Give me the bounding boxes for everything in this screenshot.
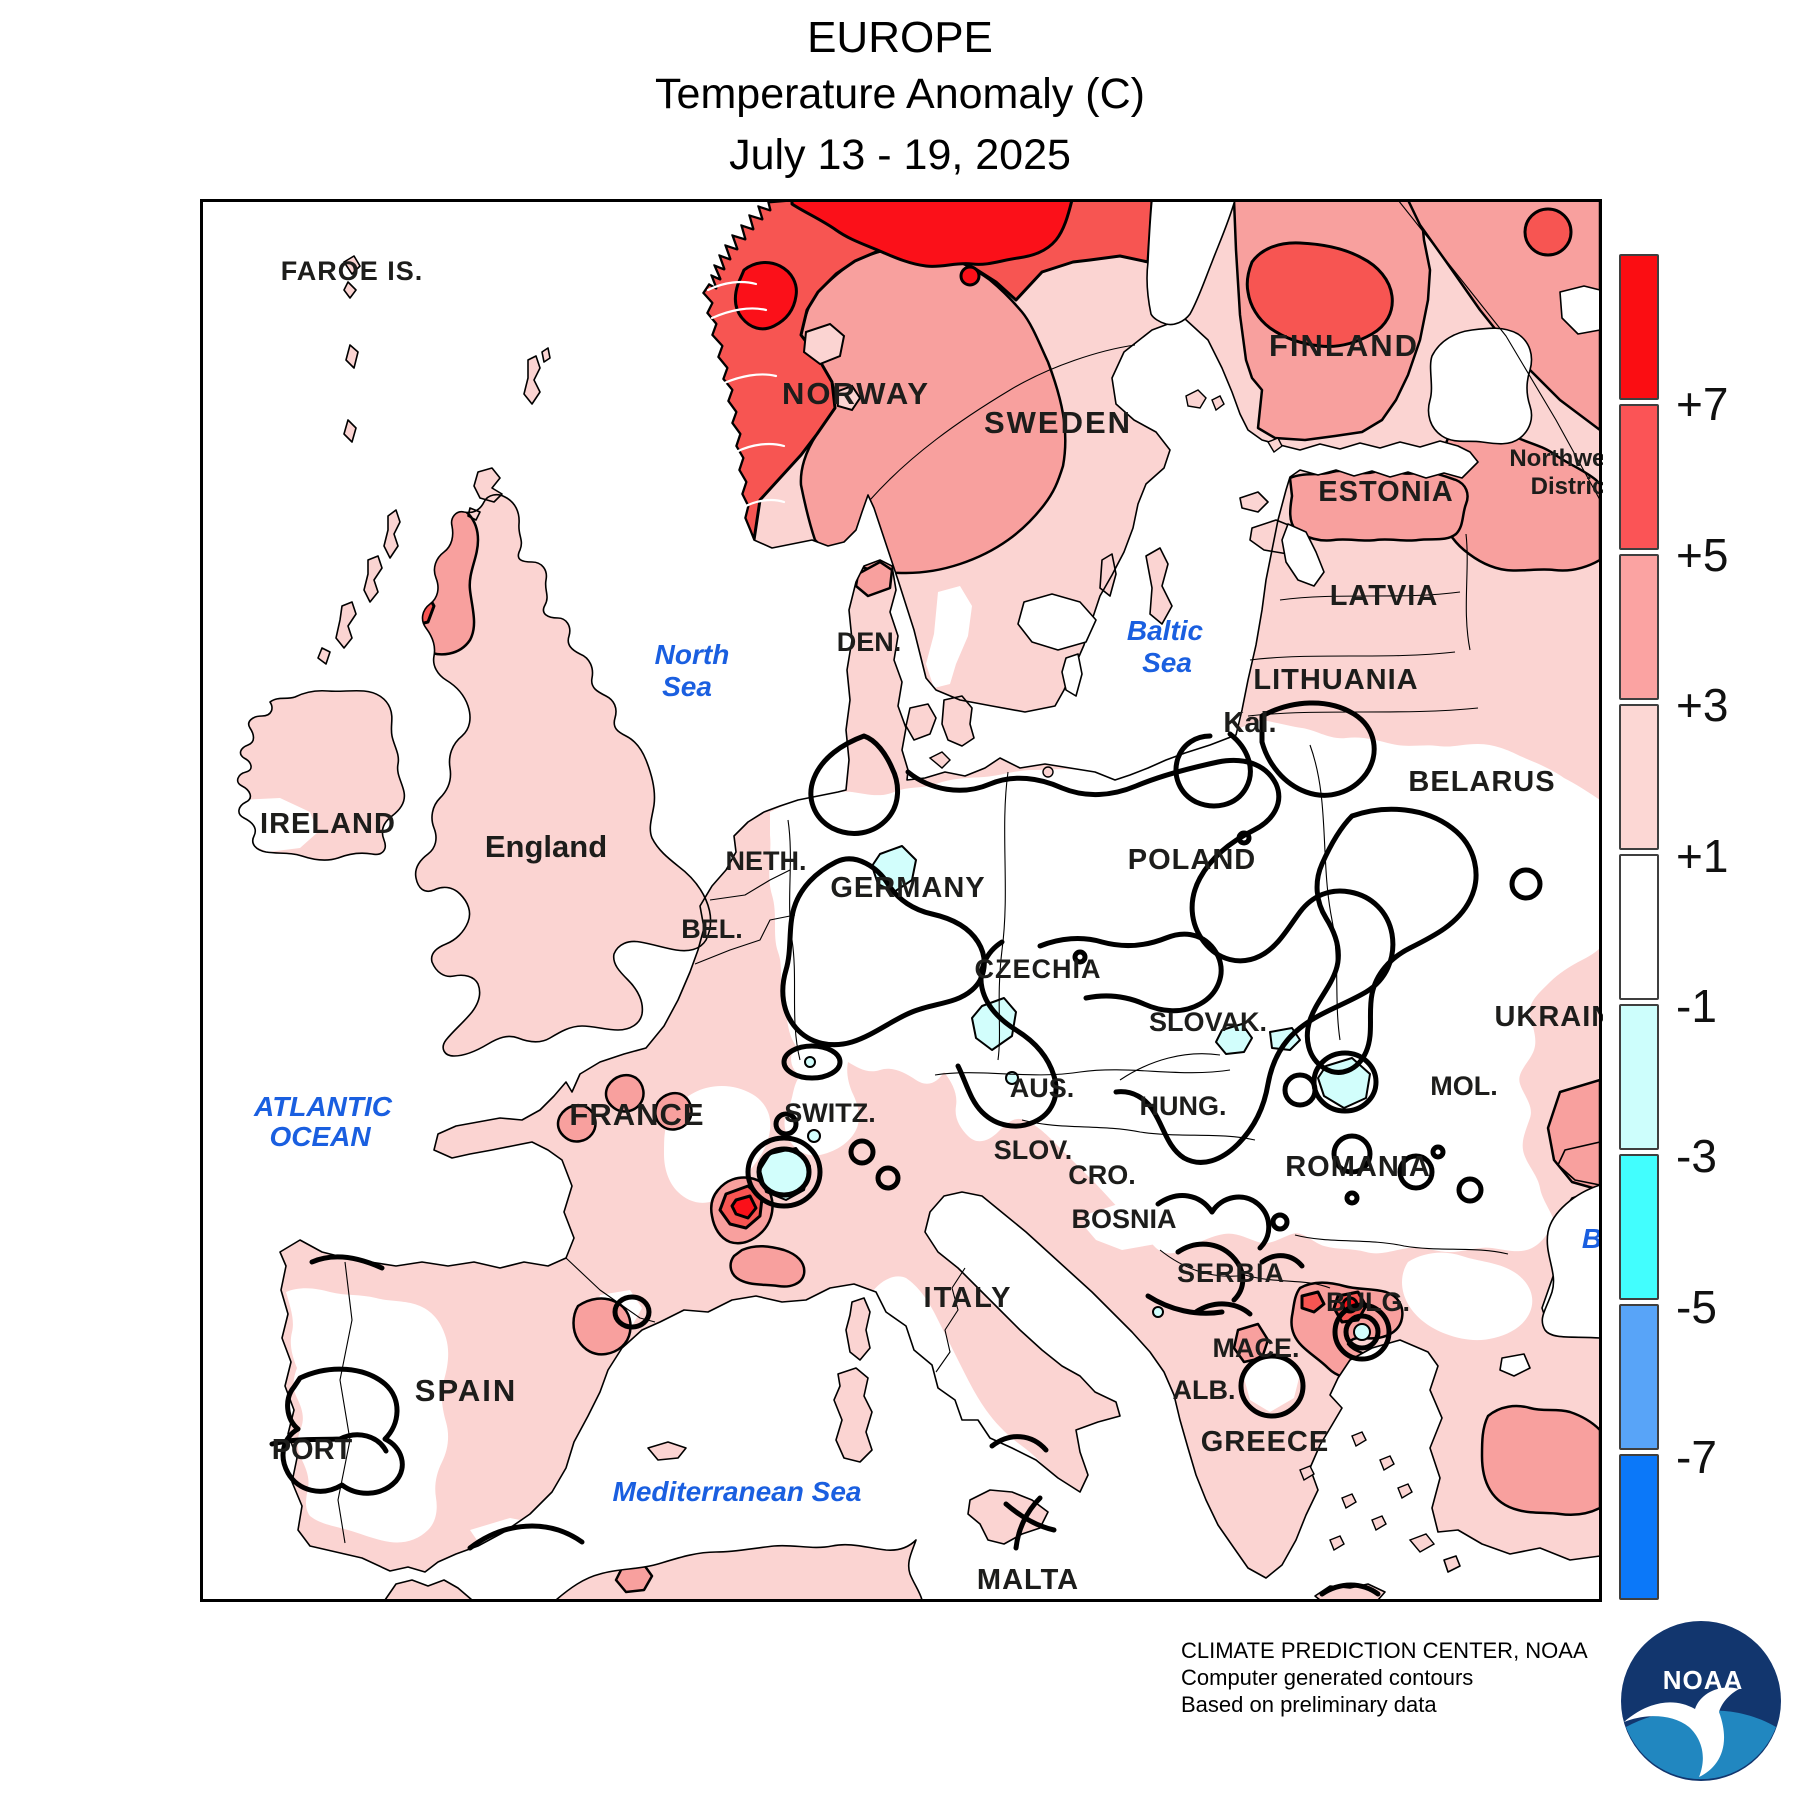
svg-text:UKRAINE: UKRAINE — [1494, 1001, 1603, 1033]
svg-text:GREECE: GREECE — [1201, 1426, 1329, 1458]
svg-text:SLOV.: SLOV. — [994, 1135, 1073, 1165]
svg-text:NOAA: NOAA — [1663, 1665, 1744, 1695]
svg-text:BELARUS: BELARUS — [1408, 766, 1555, 798]
svg-text:MACE.: MACE. — [1213, 1333, 1300, 1363]
svg-text:AUS.: AUS. — [1010, 1073, 1075, 1103]
svg-text:CRO.: CRO. — [1068, 1160, 1136, 1190]
svg-text:DEN.: DEN. — [837, 627, 902, 657]
svg-text:PORT: PORT — [272, 1434, 353, 1466]
svg-text:FAROE IS.: FAROE IS. — [281, 256, 424, 286]
svg-text:LATVIA: LATVIA — [1330, 580, 1439, 612]
svg-text:ATLANTIC: ATLANTIC — [253, 1091, 393, 1122]
svg-text:SWITZ.: SWITZ. — [784, 1098, 875, 1128]
svg-text:MALTA: MALTA — [977, 1564, 1079, 1596]
svg-text:LITHUANIA: LITHUANIA — [1253, 664, 1418, 696]
svg-text:NETH.: NETH. — [726, 846, 807, 876]
svg-text:IRELAND: IRELAND — [260, 808, 396, 840]
svg-text:BEL.: BEL. — [681, 914, 743, 944]
svg-text:MOL.: MOL. — [1430, 1071, 1498, 1101]
svg-text:SERBIA: SERBIA — [1177, 1258, 1285, 1288]
svg-text:ROMANIA: ROMANIA — [1285, 1151, 1431, 1183]
svg-text:Baltic: Baltic — [1127, 615, 1204, 646]
svg-text:BULG.: BULG. — [1326, 1287, 1410, 1317]
svg-text:SLOVAK.: SLOVAK. — [1149, 1007, 1267, 1037]
svg-text:Kal.: Kal. — [1223, 707, 1276, 739]
svg-text:B: B — [1582, 1223, 1602, 1254]
svg-text:ESTONIA: ESTONIA — [1318, 476, 1453, 508]
svg-text:FINLAND: FINLAND — [1269, 328, 1419, 363]
svg-text:ITALY: ITALY — [924, 1282, 1013, 1314]
svg-text:SPAIN: SPAIN — [415, 1373, 517, 1408]
svg-text:SWEDEN: SWEDEN — [984, 405, 1132, 440]
svg-text:Sea: Sea — [662, 671, 712, 702]
svg-text:HUNG.: HUNG. — [1140, 1091, 1227, 1121]
svg-text:Mediterranean Sea: Mediterranean Sea — [613, 1476, 862, 1507]
svg-text:BOSNIA: BOSNIA — [1071, 1204, 1176, 1234]
svg-text:North: North — [655, 639, 730, 670]
svg-text:FRANCE: FRANCE — [569, 1097, 704, 1132]
svg-text:England: England — [485, 829, 607, 864]
svg-text:POLAND: POLAND — [1128, 844, 1256, 876]
svg-text:ALB.: ALB. — [1173, 1375, 1236, 1405]
svg-text:OCEAN: OCEAN — [269, 1121, 371, 1152]
svg-text:NORWAY: NORWAY — [782, 376, 930, 411]
svg-text:Northwest: Northwest — [1509, 445, 1603, 472]
svg-text:Sea: Sea — [1142, 647, 1192, 678]
svg-text:CZECHIA: CZECHIA — [975, 954, 1102, 984]
svg-text:District: District — [1531, 473, 1603, 500]
svg-text:GERMANY: GERMANY — [830, 872, 985, 904]
